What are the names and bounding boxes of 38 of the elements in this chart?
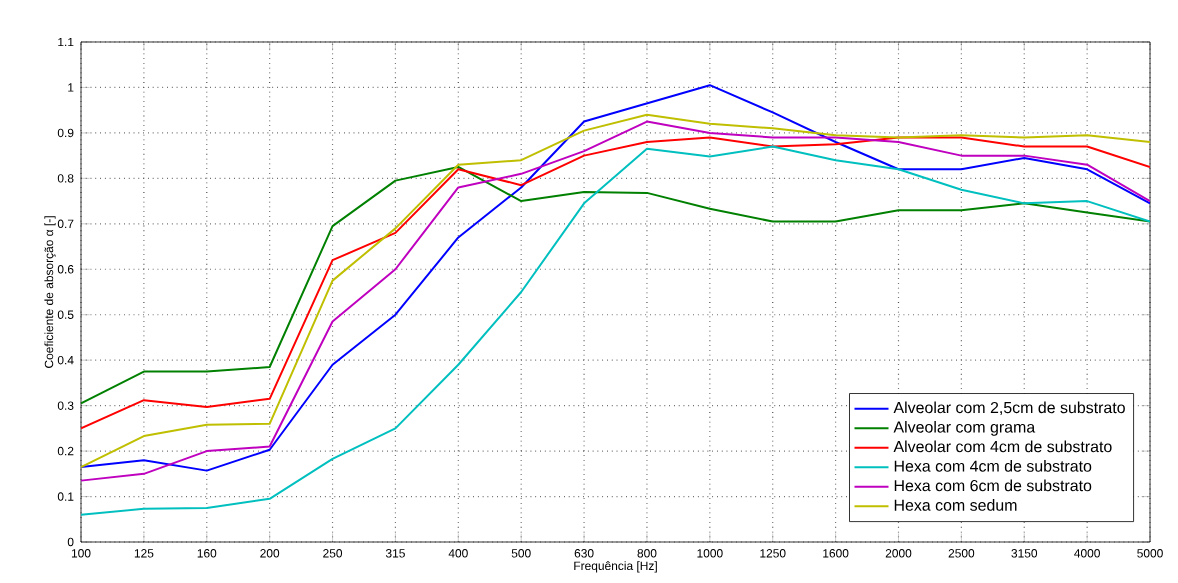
x-tick-label: 500: [511, 549, 531, 558]
x-tick-label: 4000: [1074, 549, 1100, 558]
legend-label: Hexa com 4cm de substrato: [894, 460, 1092, 472]
x-tick-label: 800: [637, 549, 657, 558]
x-tick-label: 200: [260, 549, 280, 558]
y-axis-title: Coeficiente de absorção α [-]: [44, 216, 56, 368]
y-tick-label: 0.3: [57, 401, 74, 410]
legend-label: Alveolar com 4cm de substrato: [893, 440, 1112, 453]
y-tick-label: 0: [67, 537, 74, 547]
y-tick-label: 0.7: [57, 219, 74, 229]
legend-label: Alveolar com 2,5cm de substrato: [893, 401, 1125, 416]
x-tick-label: 1250: [760, 549, 786, 558]
y-tick-label: 0.6: [57, 265, 74, 274]
legend-label: Hexa com 6cm de substrato: [894, 479, 1092, 492]
x-tick-label: 630: [574, 549, 594, 558]
x-tick-label: 400: [448, 549, 468, 558]
x-tick-label: 125: [134, 549, 154, 558]
y-tick-label: 0.2: [57, 446, 74, 456]
x-tick-label: 5000: [1137, 549, 1163, 558]
y-tick-label: 0.8: [57, 174, 74, 183]
legend-label: Hexa com sedum: [894, 499, 1017, 511]
x-tick-label: 315: [385, 549, 405, 558]
y-tick-label: 0.1: [57, 492, 74, 501]
y-tick-label: 0.4: [57, 355, 74, 365]
x-tick-label: 3150: [1011, 549, 1038, 558]
x-tick-label: 1600: [823, 549, 849, 558]
x-tick-label: 2500: [948, 549, 975, 558]
y-tick-label: 0.9: [57, 128, 74, 138]
legend-label: Alveolar com grama: [893, 421, 1036, 436]
y-tick-label: 1.1: [58, 37, 74, 47]
y-tick-label: 1: [68, 83, 74, 92]
x-axis-title: Frequência [Hz]: [574, 561, 657, 573]
x-tick-label: 100: [71, 549, 91, 558]
y-tick-label: 0.5: [57, 310, 74, 319]
x-tick-label: 1000: [697, 549, 723, 558]
x-tick-label: 2000: [885, 549, 912, 558]
x-tick-label: 250: [323, 549, 343, 558]
x-tick-label: 160: [197, 549, 217, 558]
